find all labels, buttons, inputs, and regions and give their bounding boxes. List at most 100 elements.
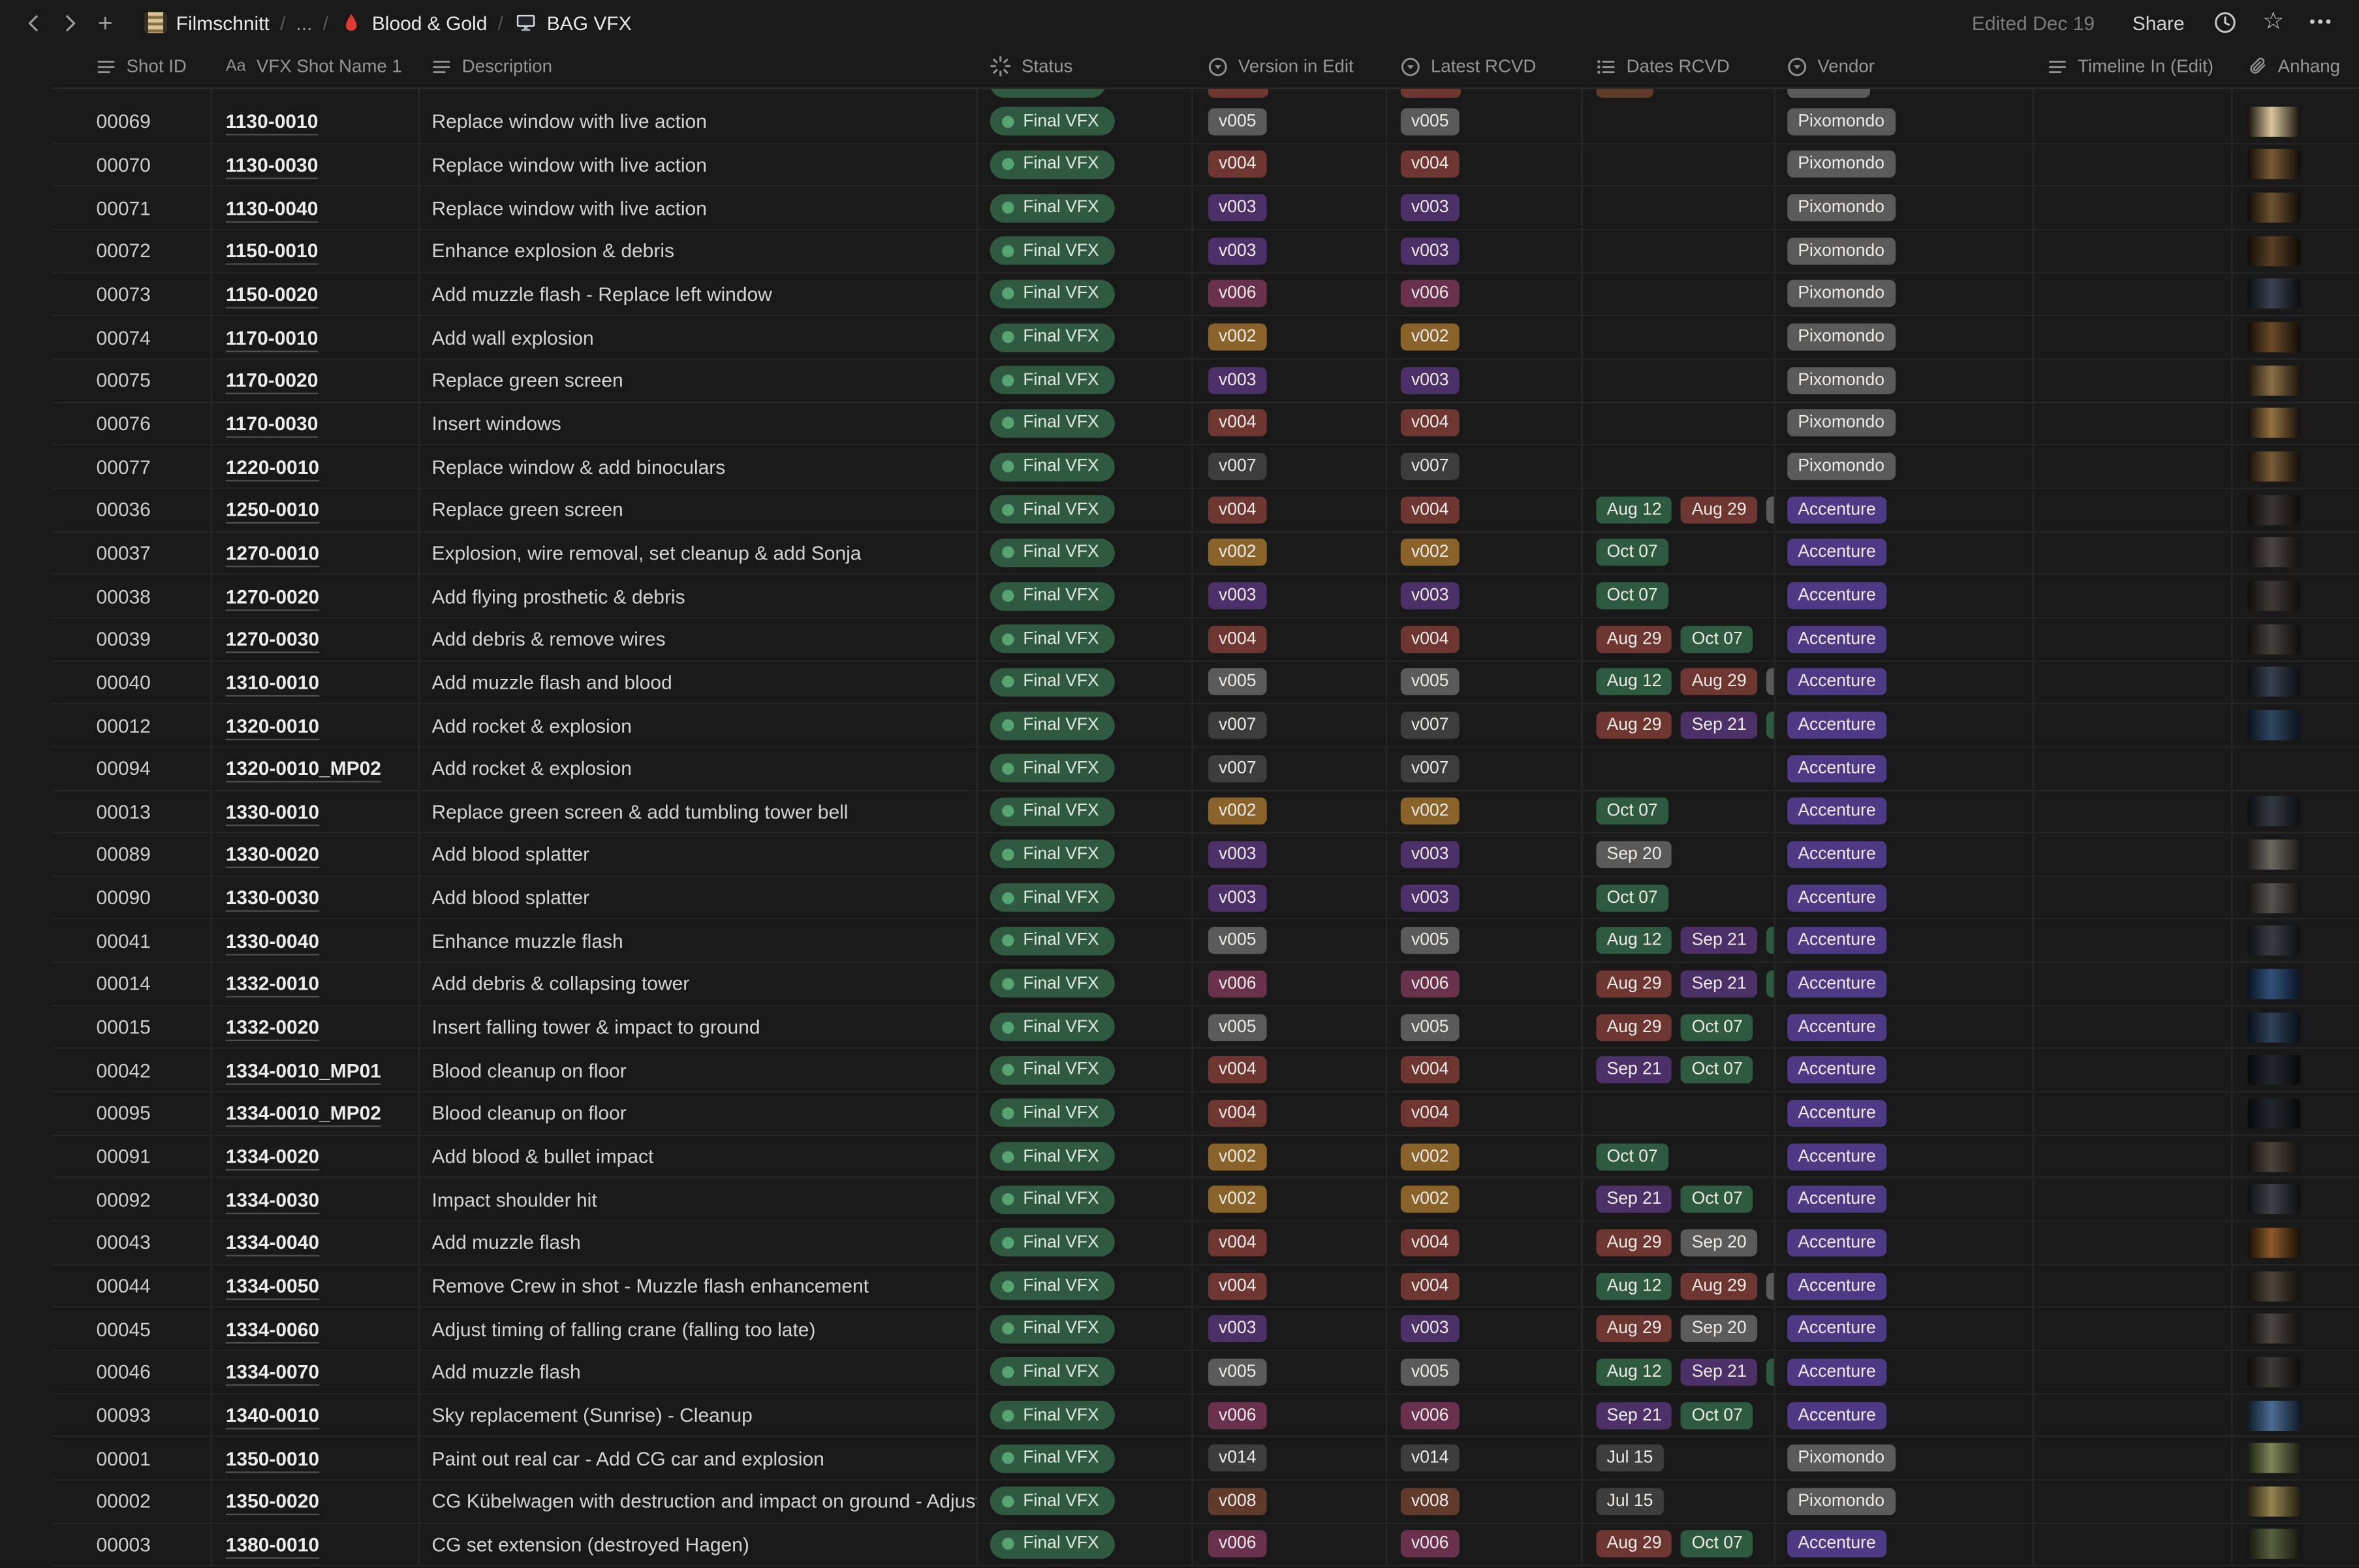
- cell-latest-rcvd[interactable]: v002: [1387, 1178, 1583, 1221]
- cell-timeline-in-edit[interactable]: [2034, 1524, 2233, 1565]
- cell-shot-id[interactable]: 00002: [53, 1481, 212, 1522]
- cell-vfx-shot-name[interactable]: 1170-0030: [212, 402, 420, 445]
- cell-anhang[interactable]: [2232, 747, 2359, 789]
- attachment-thumbnail[interactable]: [2247, 580, 2301, 611]
- attachment-thumbnail[interactable]: [2247, 883, 2301, 913]
- cell-shot-id[interactable]: 00040: [53, 661, 212, 703]
- cell-anhang[interactable]: [2232, 704, 2359, 746]
- cell-latest-rcvd[interactable]: v004: [1387, 1264, 1583, 1307]
- cell-anhang[interactable]: [2232, 101, 2359, 142]
- cell-vfx-shot-name[interactable]: 1334-0010_MP02: [212, 1092, 420, 1135]
- cell-dates-rcvd[interactable]: Aug 12 Aug 29: [1583, 661, 1775, 703]
- cell-latest-rcvd[interactable]: v014: [1387, 1437, 1583, 1479]
- breadcrumb-item-blood-gold[interactable]: Blood & Gold: [333, 8, 493, 38]
- shot-name-link[interactable]: 1330-0010: [225, 800, 320, 823]
- cell-description[interactable]: CG Kübelwagen with destruction and impac…: [420, 1481, 978, 1522]
- cell-timeline-in-edit[interactable]: [2034, 1178, 2233, 1221]
- cell-vfx-shot-name[interactable]: 1150-0020: [212, 273, 420, 315]
- cell-description[interactable]: Add debris & remove wires: [420, 618, 978, 660]
- cell-anhang[interactable]: [2232, 1524, 2359, 1565]
- cell-status[interactable]: Final VFX: [978, 1092, 1193, 1135]
- cell-version-in-edit[interactable]: v004: [1193, 1221, 1388, 1264]
- attachment-thumbnail[interactable]: [2247, 408, 2301, 439]
- cell-status[interactable]: Final VFX: [978, 1221, 1193, 1264]
- cell-vfx-shot-name[interactable]: 1334-0040: [212, 1221, 420, 1264]
- clock-icon[interactable]: [2207, 5, 2243, 40]
- cell-version-in-edit[interactable]: v004: [1193, 488, 1388, 531]
- cell-version-in-edit[interactable]: v007: [1193, 747, 1388, 789]
- cell-status[interactable]: Final VFX: [978, 1351, 1193, 1393]
- breadcrumb-ellipsis[interactable]: ...: [296, 11, 313, 34]
- column-header-latest-rcvd[interactable]: Latest RCVD: [1387, 45, 1583, 87]
- cell-timeline-in-edit[interactable]: [2034, 1394, 2233, 1436]
- cell-latest-rcvd[interactable]: v007: [1387, 445, 1583, 488]
- cell-description[interactable]: Add debris & collapsing tower: [420, 963, 978, 1005]
- cell-version-in-edit[interactable]: v004: [1193, 402, 1388, 445]
- cell-vendor[interactable]: Pixomondo: [1775, 230, 2035, 272]
- cell-vfx-shot-name[interactable]: 1340-0010: [212, 1394, 420, 1436]
- cell-shot-id[interactable]: 00076: [53, 402, 212, 445]
- cell-shot-id[interactable]: 00015: [53, 1006, 212, 1048]
- cell-status[interactable]: Final VFX: [978, 1524, 1193, 1565]
- attachment-thumbnail[interactable]: [2247, 666, 2301, 697]
- cell-vendor[interactable]: Accenture: [1775, 1308, 2035, 1350]
- cell-dates-rcvd[interactable]: Aug 12 Aug 29: [1583, 488, 1775, 531]
- cell-latest-rcvd[interactable]: v008: [1387, 1481, 1583, 1522]
- cell-shot-id[interactable]: 00013: [53, 791, 212, 832]
- cell-status[interactable]: Final VFX: [978, 791, 1193, 832]
- cell-description[interactable]: Insert windows: [420, 402, 978, 445]
- attachment-thumbnail[interactable]: [2247, 710, 2301, 741]
- cell-latest-rcvd[interactable]: v003: [1387, 1308, 1583, 1350]
- cell-status[interactable]: Final VFX: [978, 963, 1193, 1005]
- cell-shot-id[interactable]: 00044: [53, 1264, 212, 1307]
- cell-status[interactable]: Final VFX: [978, 230, 1193, 272]
- cell-vfx-shot-name[interactable]: 1270-0020: [212, 574, 420, 617]
- attachment-thumbnail[interactable]: [2247, 494, 2301, 525]
- column-header-status[interactable]: Status: [978, 45, 1193, 87]
- cell-timeline-in-edit[interactable]: [2034, 1351, 2233, 1393]
- cell-description[interactable]: Add blood & bullet impact: [420, 1135, 978, 1178]
- cell-dates-rcvd[interactable]: [1583, 316, 1775, 358]
- column-header-timeline-in-edit[interactable]: Timeline In (Edit): [2034, 45, 2232, 87]
- cell-vendor[interactable]: Accenture: [1775, 834, 2035, 876]
- shot-name-link[interactable]: 1130-0010: [225, 110, 319, 133]
- cell-latest-rcvd[interactable]: v004: [1387, 1221, 1583, 1264]
- cell-timeline-in-edit[interactable]: [2034, 230, 2233, 272]
- cell-shot-id[interactable]: 00073: [53, 273, 212, 315]
- cell-vfx-shot-name[interactable]: 1332-0020: [212, 1006, 420, 1048]
- attachment-thumbnail[interactable]: [2247, 279, 2301, 309]
- cell-timeline-in-edit[interactable]: [2034, 1437, 2233, 1479]
- cell-description[interactable]: Add rocket & explosion: [420, 747, 978, 789]
- cell-status[interactable]: Final VFX: [978, 531, 1193, 574]
- shot-name-link[interactable]: 1330-0020: [225, 843, 320, 866]
- cell-shot-id[interactable]: 00036: [53, 488, 212, 531]
- cell-anhang[interactable]: [2232, 1481, 2359, 1522]
- cell-version-in-edit[interactable]: v002: [1193, 1178, 1388, 1221]
- cell-vendor[interactable]: Accenture: [1775, 1135, 2035, 1178]
- cell-version-in-edit[interactable]: v006: [1193, 1394, 1388, 1436]
- shot-name-link[interactable]: 1334-0060: [225, 1317, 320, 1340]
- cell-shot-id[interactable]: 00012: [53, 704, 212, 746]
- cell-status[interactable]: Final VFX: [978, 1437, 1193, 1479]
- attachment-thumbnail[interactable]: [2247, 1141, 2301, 1172]
- cell-dates-rcvd[interactable]: Aug 12 Aug 29: [1583, 1264, 1775, 1307]
- cell-vfx-shot-name[interactable]: 1170-0010: [212, 316, 420, 358]
- cell-dates-rcvd[interactable]: Aug 29 Sep 20: [1583, 1308, 1775, 1350]
- shot-name-link[interactable]: 1270-0010: [225, 541, 320, 565]
- cell-status[interactable]: Final VFX: [978, 704, 1193, 746]
- cell-description[interactable]: Add blood splatter: [420, 834, 978, 876]
- shot-name-link[interactable]: 1350-0010: [225, 1447, 320, 1470]
- cell-latest-rcvd[interactable]: v004: [1387, 618, 1583, 660]
- cell-vendor[interactable]: Accenture: [1775, 618, 2035, 660]
- cell-latest-rcvd[interactable]: v004: [1387, 1049, 1583, 1091]
- attachment-thumbnail[interactable]: [2247, 1313, 2301, 1344]
- cell-vendor[interactable]: Accenture: [1775, 1092, 2035, 1135]
- cell-dates-rcvd[interactable]: [1583, 187, 1775, 229]
- cell-dates-rcvd[interactable]: [1583, 402, 1775, 445]
- cell-version-in-edit[interactable]: v005: [1193, 1351, 1388, 1393]
- cell-anhang[interactable]: [2232, 360, 2359, 401]
- shot-name-link[interactable]: 1130-0040: [225, 196, 319, 219]
- cell-latest-rcvd[interactable]: v006: [1387, 1394, 1583, 1436]
- cell-status[interactable]: Final VFX: [978, 1049, 1193, 1091]
- cell-shot-id[interactable]: 00041: [53, 920, 212, 962]
